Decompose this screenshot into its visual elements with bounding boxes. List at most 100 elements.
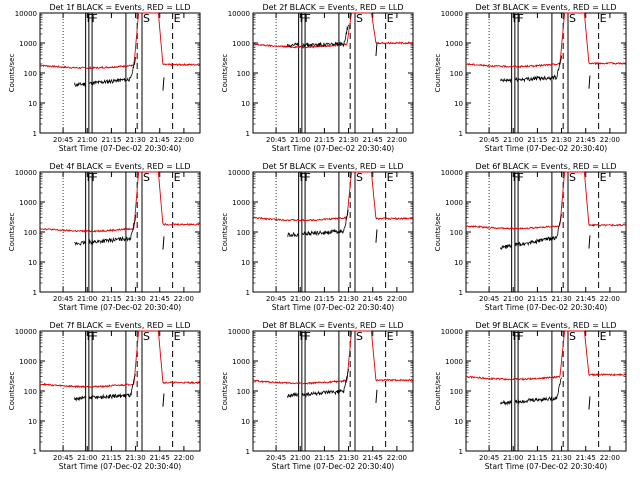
events-series-line [287,231,299,238]
marker-letter: F [91,12,97,25]
y-tick-label: 10000 [441,169,463,177]
y-tick-label: 1 [33,289,37,297]
events-series-line [338,368,349,394]
y-axis-label: Counts/sec [221,54,229,93]
x-tick-label: 21:30 [551,136,571,144]
events-series-line [74,240,86,247]
x-tick-label: 20:45 [53,295,73,303]
detector-panel-8: Det 8f BLACK = Events, RED = LLD 1 10 100 10… [221,321,414,471]
lld-series-line [465,171,626,230]
y-tick-label: 1 [246,448,250,456]
events-series-line [517,75,553,83]
x-tick-label: 21:45 [576,136,596,144]
lld-series-line [465,12,626,69]
panel-title: Det 7f BLACK = Events, RED = LLD [49,321,190,330]
x-axis-label: Start Time (07-Dec-02 20:30:40) [272,144,394,153]
y-tick-label: 100 [237,70,250,78]
x-tick-label: 21:30 [125,136,145,144]
y-tick-label: 10 [241,259,250,267]
x-tick-label: 21:15 [314,136,334,144]
events-series-line [500,399,512,406]
plot-frame [252,171,414,293]
marker-letter: S [569,171,576,184]
x-tick-label: 21:30 [551,295,571,303]
detector-panel-6: Det 6f BLACK = Events, RED = LLD 1 10 100 10… [434,162,627,312]
events-series-line [88,238,93,245]
x-tick-label: 21:00 [290,454,310,462]
x-tick-label: 21:30 [551,454,571,462]
x-tick-label: 22:00 [174,454,194,462]
events-series-line [88,81,93,85]
events-series-line [88,395,93,400]
events-series-line [91,77,127,86]
x-tick-label: 21:45 [363,454,383,462]
y-axis-label: Counts/sec [8,213,16,252]
marker-letter: F [304,12,310,25]
x-tick-label: 22:00 [387,136,407,144]
y-tick-label: 100 [24,388,37,396]
events-series-line [551,214,562,241]
detector-panel-2: Det 2f BLACK = Events, RED = LLD 1 10 100 10… [221,3,414,153]
events-series-line [125,57,136,82]
x-tick-label: 21:15 [527,454,547,462]
events-series-line [338,24,349,47]
y-tick-label: 1000 [232,40,250,48]
x-tick-label: 20:45 [266,136,286,144]
x-tick-label: 21:45 [576,295,596,303]
detector-panel-7: Det 7f BLACK = Events, RED = LLD 1 10 100 10… [8,321,201,471]
panel-title: Det 4f BLACK = Events, RED = LLD [49,162,190,171]
plot-frame [465,171,627,293]
events-series-line [287,392,299,399]
marker-letter: F [304,330,310,343]
events-series-line [551,377,562,401]
marker-letter: F [513,12,519,25]
x-tick-label: 21:30 [125,454,145,462]
events-series-line [338,209,349,235]
events-fragment [162,77,165,91]
marker-letter: F [513,171,519,184]
y-axis-label: Counts/sec [221,213,229,252]
y-tick-label: 10 [454,418,463,426]
panel-title: Det 5f BLACK = Events, RED = LLD [262,162,403,171]
x-tick-label: 21:15 [527,136,547,144]
y-tick-label: 100 [24,70,37,78]
y-tick-label: 1000 [19,358,37,366]
y-tick-label: 100 [237,388,250,396]
plot-frame [39,330,201,452]
x-tick-label: 21:45 [363,136,383,144]
marker-letter: F [513,330,519,343]
y-tick-label: 10000 [228,10,250,18]
y-tick-label: 10000 [228,169,250,177]
marker-letter: S [569,12,576,25]
marker-letter: F [300,330,306,343]
y-tick-label: 1000 [232,358,250,366]
y-tick-label: 10000 [15,10,37,18]
x-tick-label: 21:00 [77,295,97,303]
marker-letter: S [356,12,363,25]
marker-letter: F [87,171,93,184]
x-axis-label: Start Time (07-Dec-02 20:30:40) [272,303,394,312]
y-axis-label: Counts/sec [434,54,442,93]
marker-letter: S [143,171,150,184]
x-tick-label: 21:45 [150,454,170,462]
events-series-line [517,236,553,247]
events-series-line [74,395,86,402]
y-axis-label: Counts/sec [434,372,442,411]
events-series-line [500,243,512,250]
plot-frame [252,12,414,134]
x-axis-label: Start Time (07-Dec-02 20:30:40) [485,144,607,153]
x-tick-label: 21:00 [290,295,310,303]
x-tick-label: 20:45 [53,136,73,144]
events-series-line [301,42,306,48]
marker-letter: S [356,171,363,184]
marker-letter: F [87,12,93,25]
y-axis-label: Counts/sec [8,54,16,93]
y-tick-label: 10 [454,100,463,108]
x-tick-label: 20:45 [479,295,499,303]
plot-frame [465,330,627,452]
y-tick-label: 10 [28,259,37,267]
x-tick-label: 21:45 [150,295,170,303]
marker-letter: F [517,12,523,25]
